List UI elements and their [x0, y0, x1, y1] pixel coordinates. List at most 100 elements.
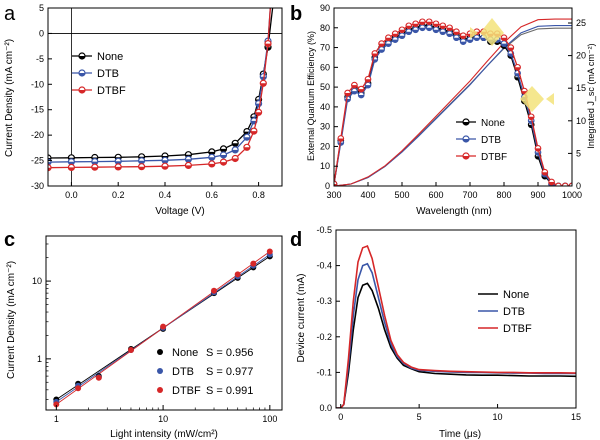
x-tick-label: 500 — [394, 190, 409, 200]
intensity-point — [128, 347, 134, 353]
legend-slope-label: S = 0.977 — [206, 366, 253, 378]
jv-point-fill — [232, 149, 239, 153]
jv-point-fill — [232, 143, 239, 147]
eqe-point-fill — [535, 148, 541, 152]
y-tick-label: 0.0 — [319, 403, 332, 413]
legend-marker — [157, 349, 163, 355]
eqe-point-fill — [467, 39, 473, 43]
legend-label: DTB — [172, 366, 194, 378]
jv-point-fill — [220, 148, 227, 152]
x-tick-label: 5 — [417, 412, 422, 422]
legend-marker-fill — [463, 139, 469, 142]
eqe-line-dtbf — [334, 21, 572, 186]
panel-c-ylabel: Current Density (mA cm⁻²) — [6, 261, 17, 379]
eqe-point-fill — [385, 43, 392, 47]
y-tick-label: 30 — [320, 122, 330, 132]
arrow-left-indicator — [480, 18, 504, 46]
y-tick-label: -25 — [31, 156, 44, 166]
y-tick-label: 5 — [39, 3, 44, 13]
intensity-point — [250, 260, 257, 267]
legend-slope-label: S = 0.991 — [206, 385, 253, 397]
panel-d-ylabel: Device current (mA) — [296, 274, 307, 363]
jv-point-fill — [265, 43, 271, 47]
legend-label: None — [481, 118, 505, 129]
eqe-point-fill — [433, 29, 439, 33]
jv-line-none — [48, 8, 274, 159]
x-tick-label: 0.4 — [159, 190, 172, 200]
legend-label: DTB — [503, 306, 525, 318]
axis-indicator-arrows — [470, 18, 554, 112]
jv-point-fill — [48, 167, 51, 171]
x-tick-label: 400 — [360, 190, 375, 200]
legend-label: DTBF — [97, 85, 126, 97]
eqe-point-fill — [406, 31, 412, 35]
eqe-point-fill — [453, 37, 460, 41]
eqe-point-fill — [508, 53, 514, 57]
eqe-point-fill — [412, 23, 419, 27]
arrow-head-left — [470, 27, 478, 39]
eqe-point-fill — [440, 25, 446, 29]
x-tick-label: 100 — [262, 414, 277, 424]
x-tick-label: 0 — [338, 412, 343, 422]
y-tick-label: 10 — [32, 276, 42, 286]
jv-point-fill — [68, 161, 75, 165]
x-tick-label: 15 — [571, 412, 581, 422]
jv-point-fill — [250, 131, 257, 135]
integrated-line-dtbf — [334, 18, 572, 186]
x-tick-label: 700 — [462, 190, 477, 200]
jv-point-fill — [208, 163, 215, 167]
transient-line-dtbf — [336, 244, 576, 408]
legend-label: DTB — [97, 68, 119, 80]
y-tick-label: 10 — [320, 161, 330, 171]
panel-d: d 0 5 10 15 0.0 -0.1 -0.2 -0.3 -0.4 -0.5 Time (μs… — [290, 225, 581, 440]
y-tick-label: -20 — [31, 130, 44, 140]
eqe-point-fill — [474, 37, 480, 41]
eqe-point-fill — [338, 138, 344, 142]
jv-point-fill — [115, 161, 122, 165]
x-tick-label: 0.8 — [252, 190, 265, 200]
y-tick-label: -10 — [31, 79, 44, 89]
eqe-point-fill — [378, 49, 385, 53]
eqe-point-fill — [426, 21, 432, 25]
intensity-point — [234, 271, 241, 278]
jv-line-dtb — [48, 8, 271, 163]
panel-a-letter: a — [4, 3, 16, 25]
jv-point-fill — [185, 159, 192, 163]
y-tick-label: -0.1 — [316, 367, 332, 377]
jv-point-fill — [91, 161, 98, 165]
eqe-point-fill — [365, 85, 371, 88]
eqe-point-fill — [548, 182, 555, 185]
eqe-point-fill — [365, 79, 371, 82]
eqe-point-fill — [406, 25, 412, 29]
x-tick-label: 600 — [428, 190, 443, 200]
y2-tick-label: 20 — [576, 51, 586, 61]
panel-a-ylabel: Current Density (mA cm⁻²) — [4, 39, 15, 157]
panel-c-xlabel: Light intensity (mW/cm²) — [110, 429, 218, 440]
intensity-point — [95, 374, 102, 381]
y-tick-label: 0 — [325, 181, 330, 191]
panel-c-letter: c — [4, 229, 15, 251]
jv-point-fill — [220, 155, 227, 158]
x-tick-label: 0.6 — [206, 190, 219, 200]
eqe-point-fill — [399, 29, 405, 33]
eqe-point-fill — [501, 43, 507, 47]
jv-point-fill — [232, 158, 239, 162]
legend-label: None — [97, 51, 123, 63]
panel-d-xlabel: Time (μs) — [439, 429, 481, 440]
eqe-point-fill — [508, 47, 514, 51]
eqe-point-fill — [419, 27, 426, 31]
eqe-point-fill — [542, 172, 548, 175]
panel-d-frame — [335, 229, 577, 409]
eqe-point-fill — [351, 91, 358, 94]
jv-point-fill — [255, 112, 262, 116]
legend-label: None — [503, 289, 529, 301]
jv-point-fill — [243, 137, 250, 141]
y-tick-label: 1 — [37, 354, 42, 364]
x-tick-label: 1 — [54, 414, 59, 424]
panel-a-xlabel: Voltage (V) — [155, 206, 204, 217]
y-tick-label: 40 — [320, 102, 330, 112]
eqe-point-fill — [460, 41, 466, 45]
legend-label: DTB — [481, 135, 501, 146]
eqe-point-fill — [419, 21, 426, 25]
transient-line-none — [336, 282, 576, 408]
